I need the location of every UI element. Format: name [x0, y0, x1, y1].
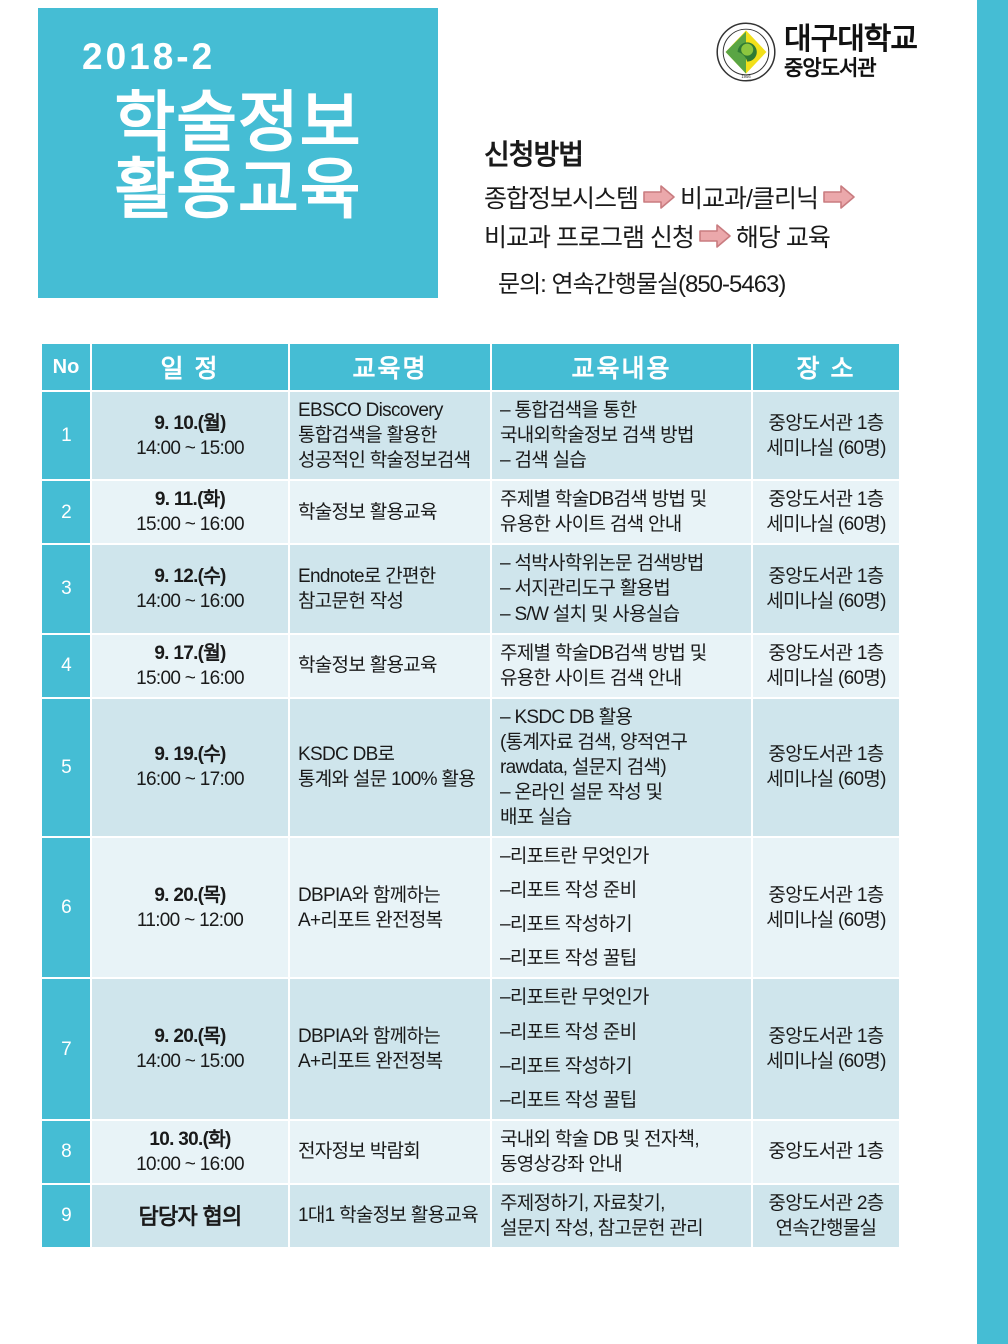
page-title: 학술정보 활용교육	[38, 88, 438, 227]
title-block: 2018-2 학술정보 활용교육	[38, 8, 438, 298]
title-line-1: 학술정보	[114, 85, 362, 159]
apply-step-1-label: 종합정보시스템	[484, 185, 639, 213]
logo-university-name: 대구대학교	[784, 23, 918, 56]
program-content-cell: – 통합검색을 통한 국내외학술정보 검색 방법 – 검색 실습	[492, 392, 751, 480]
title-year: 2018-2	[82, 36, 216, 77]
right-arrow-icon	[698, 223, 732, 249]
place-cell: 중앙도서관 1층 세미나실 (60명)	[753, 634, 899, 697]
program-name-cell: 학술정보 활용교육	[290, 481, 490, 544]
table-row: 7 9. 20.(목) 14:00 ~ 15:00 DBPIA와 함께하는 A+리포트 …	[42, 979, 899, 1119]
program-name-cell: DBPIA와 함께하는 A+리포트 완전정복	[290, 838, 490, 978]
place-cell: 중앙도서관 1층 세미나실 (60명)	[753, 838, 899, 978]
row-number-cell: 6	[42, 838, 90, 978]
logo-library-name: 중앙도서관	[784, 57, 877, 80]
schedule-cell: 9. 20.(목) 14:00 ~ 15:00	[92, 979, 288, 1119]
program-name-cell: 1대1 학술정보 활용교육	[290, 1184, 490, 1248]
svg-text:1956: 1956	[741, 74, 751, 79]
schedule-cell: 9. 20.(목) 11:00 ~ 12:00	[92, 838, 288, 978]
place-cell: 중앙도서관 1층 세미나실 (60명)	[753, 481, 899, 544]
right-arrow-icon	[822, 184, 856, 210]
schedule-cell: 담당자 협의	[92, 1184, 288, 1248]
program-name-cell: 전자정보 박람회	[290, 1120, 490, 1183]
right-arrow-icon	[642, 184, 676, 210]
place-cell: 중앙도서관 1층	[753, 1120, 899, 1183]
schedule-cell: 10. 30.(화) 10:00 ~ 16:00	[92, 1120, 288, 1183]
table-row: 4 9. 17.(월) 15:00 ~ 16:00 학술정보 활용교육 주제별 학술DB…	[42, 634, 899, 697]
row-number-cell: 2	[42, 481, 90, 544]
program-content-cell: –리포트란 무엇인가 –리포트 작성 준비 –리포트 작성하기 –리포트 작성 꿀팁	[492, 838, 751, 978]
column-header-program-name: 교육명	[290, 344, 490, 390]
program-content-cell: – KSDC DB 활용 (통계자료 검색, 양적연구 rawdata, 설문지…	[492, 698, 751, 837]
row-number-cell: 4	[42, 634, 90, 697]
poster-header: 2018-2 학술정보 활용교육 1956 대구대학교 중앙도서관 신청방법 종…	[0, 0, 977, 330]
library-logo: 1956 대구대학교 중앙도서관	[716, 22, 918, 82]
program-content-cell: 주제별 학술DB검색 방법 및 유용한 사이트 검색 안내	[492, 634, 751, 697]
apply-step-2-label: 비교과/클리닉	[680, 185, 819, 213]
right-edge-stripe	[977, 0, 1008, 1344]
table-row: 8 10. 30.(화) 10:00 ~ 16:00 전자정보 박람회 국내외 학술 D…	[42, 1120, 899, 1183]
row-number-cell: 3	[42, 545, 90, 633]
place-cell: 중앙도서관 1층 세미나실 (60명)	[753, 698, 899, 837]
apply-step-3-label: 비교과 프로그램 신청	[484, 224, 695, 252]
column-header-program-content: 교육내용	[492, 344, 751, 390]
schedule-cell: 9. 12.(수) 14:00 ~ 16:00	[92, 545, 288, 633]
apply-instructions: 신청방법 종합정보시스템 비교과/클리닉 비교과 프로그램 신청 해당 교육 문…	[484, 133, 974, 299]
apply-heading: 신청방법	[484, 139, 584, 170]
contact-info: 문의: 연속간행물실(850-5463)	[498, 271, 786, 298]
place-cell: 중앙도서관 1층 세미나실 (60명)	[753, 545, 899, 633]
table-row: 3 9. 12.(수) 14:00 ~ 16:00 Endnote로 간편한 참고문헌 …	[42, 545, 899, 633]
row-number-cell: 5	[42, 698, 90, 837]
column-header-no: No	[42, 344, 90, 390]
program-name-cell: Endnote로 간편한 참고문헌 작성	[290, 545, 490, 633]
logo-text: 대구대학교 중앙도서관	[784, 23, 918, 80]
table-row: 5 9. 19.(수) 16:00 ~ 17:00 KSDC DB로 통계와 설문 10…	[42, 698, 899, 837]
program-content-cell: 주제별 학술DB검색 방법 및 유용한 사이트 검색 안내	[492, 481, 751, 544]
title-line-2: 활용교육	[114, 152, 362, 227]
table-header-row: No 일 정 교육명 교육내용 장 소	[42, 344, 899, 390]
schedule-cell: 9. 10.(월) 14:00 ~ 15:00	[92, 392, 288, 480]
place-cell: 중앙도서관 2층 연속간행물실	[753, 1184, 899, 1248]
table-row: 2 9. 11.(화) 15:00 ~ 16:00 학술정보 활용교육 주제별 학술DB…	[42, 481, 899, 544]
table-row: 9 담당자 협의 1대1 학술정보 활용교육 주제정하기, 자료찾기, 설문지 작성, …	[42, 1184, 899, 1248]
schedule-table: No 일 정 교육명 교육내용 장 소 1 9. 10.(월) 14:00 ~ 15…	[40, 342, 901, 1249]
row-number-cell: 8	[42, 1120, 90, 1183]
schedule-cell: 9. 17.(월) 15:00 ~ 16:00	[92, 634, 288, 697]
table-row: 1 9. 10.(월) 14:00 ~ 15:00 EBSCO Discovery 통합…	[42, 392, 899, 480]
schedule-table-wrap: No 일 정 교육명 교육내용 장 소 1 9. 10.(월) 14:00 ~ 15…	[40, 342, 899, 1249]
program-name-cell: 학술정보 활용교육	[290, 634, 490, 697]
program-content-cell: 국내외 학술 DB 및 전자책, 동영상강좌 안내	[492, 1120, 751, 1183]
table-row: 6 9. 20.(목) 11:00 ~ 12:00 DBPIA와 함께하는 A+리포트 …	[42, 838, 899, 978]
program-name-cell: EBSCO Discovery 통합검색을 활용한 성공적인 학술정보검색	[290, 392, 490, 480]
program-content-cell: –리포트란 무엇인가 –리포트 작성 준비 –리포트 작성하기 –리포트 작성 꿀팁	[492, 979, 751, 1119]
column-header-schedule: 일 정	[92, 344, 288, 390]
program-name-cell: DBPIA와 함께하는 A+리포트 완전정복	[290, 979, 490, 1119]
program-content-cell: 주제정하기, 자료찾기, 설문지 작성, 참고문헌 관리	[492, 1184, 751, 1248]
schedule-cell: 9. 11.(화) 15:00 ~ 16:00	[92, 481, 288, 544]
program-content-cell: – 석박사학위논문 검색방법 – 서지관리도구 활용법 – S/W 설치 및 사용실…	[492, 545, 751, 633]
daegu-university-emblem-icon: 1956	[716, 22, 776, 82]
schedule-cell: 9. 19.(수) 16:00 ~ 17:00	[92, 698, 288, 837]
row-number-cell: 1	[42, 392, 90, 480]
row-number-cell: 7	[42, 979, 90, 1119]
apply-step-4-label: 해당 교육	[735, 224, 831, 252]
place-cell: 중앙도서관 1층 세미나실 (60명)	[753, 979, 899, 1119]
place-cell: 중앙도서관 1층 세미나실 (60명)	[753, 392, 899, 480]
column-header-place: 장 소	[753, 344, 899, 390]
apply-step-line-2: 비교과 프로그램 신청 해당 교육	[484, 218, 974, 254]
row-number-cell: 9	[42, 1184, 90, 1248]
apply-step-line-1: 종합정보시스템 비교과/클리닉	[484, 179, 974, 215]
program-name-cell: KSDC DB로 통계와 설문 100% 활용	[290, 698, 490, 837]
